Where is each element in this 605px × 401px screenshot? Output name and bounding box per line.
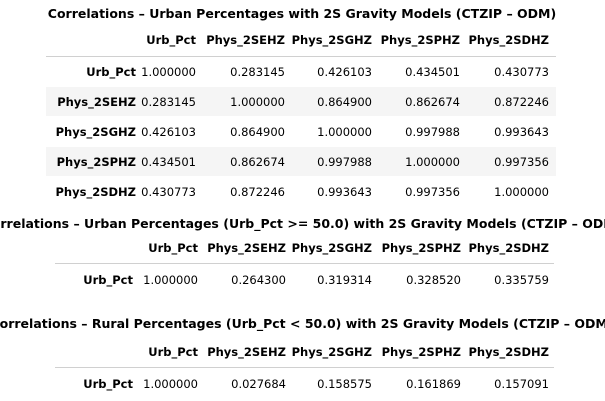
cell-value: 0.862674 — [230, 155, 285, 169]
column-header: Phys_2SEHZ — [206, 33, 285, 47]
cell-value: 0.335759 — [494, 272, 549, 287]
cell-value: 0.426103 — [141, 125, 196, 139]
column-header: Phys_2SPHZ — [381, 241, 461, 255]
cell-value: 1.000000 — [405, 155, 460, 169]
cell-value: 0.997356 — [494, 155, 549, 169]
cell-value: 0.430773 — [494, 65, 549, 79]
column-header: Phys_2SGHZ — [291, 241, 372, 255]
header-rule — [46, 56, 556, 57]
table-title: Correlations – Urban Percentages (Urb_Pc… — [0, 216, 605, 231]
row-label: Phys_2SEHZ — [57, 95, 136, 109]
table-title: Correlations – Urban Percentages with 2S… — [47, 6, 557, 21]
row-label: Phys_2SGHZ — [55, 125, 136, 139]
cell-value: 0.862674 — [405, 95, 460, 109]
cell-value: 0.430773 — [141, 185, 196, 199]
cell-value: 0.283145 — [230, 65, 285, 79]
row-label: Urb_Pct — [83, 376, 133, 391]
cell-value: 0.993643 — [494, 125, 549, 139]
cell-value: 0.027684 — [231, 376, 286, 391]
cell-value: 0.997988 — [405, 125, 460, 139]
cell-value: 0.283145 — [141, 95, 196, 109]
cell-value: 1.000000 — [141, 65, 196, 79]
column-header: Phys_2SDHZ — [468, 345, 550, 359]
row-shade — [46, 147, 556, 176]
cell-value: 0.993643 — [317, 185, 372, 199]
cell-value: 0.161869 — [406, 376, 461, 391]
cell-value: 0.434501 — [405, 65, 460, 79]
column-header: Phys_2SEHZ — [207, 241, 286, 255]
row-label: Phys_2SDHZ — [55, 185, 137, 199]
header-rule — [55, 367, 554, 368]
cell-value: 1.000000 — [494, 185, 549, 199]
cell-value: 0.426103 — [317, 65, 372, 79]
row-label: Phys_2SPHZ — [56, 155, 136, 169]
column-header: Phys_2SGHZ — [291, 33, 372, 47]
cell-value: 0.872246 — [230, 185, 285, 199]
column-header: Phys_2SEHZ — [207, 345, 286, 359]
header-rule — [55, 263, 554, 264]
cell-value: 1.000000 — [230, 95, 285, 109]
cell-value: 1.000000 — [143, 272, 198, 287]
column-header: Phys_2SGHZ — [291, 345, 372, 359]
column-header: Phys_2SPHZ — [381, 345, 461, 359]
column-header: Phys_2SDHZ — [468, 33, 550, 47]
column-header: Urb_Pct — [148, 241, 198, 255]
cell-value: 0.997988 — [317, 155, 372, 169]
cell-value: 0.264300 — [231, 272, 286, 287]
column-header: Phys_2SPHZ — [380, 33, 460, 47]
cell-value: 0.328520 — [406, 272, 461, 287]
cell-value: 0.864900 — [317, 95, 372, 109]
cell-value: 0.157091 — [494, 376, 549, 391]
row-shade — [46, 87, 556, 116]
column-header: Urb_Pct — [146, 33, 196, 47]
cell-value: 1.000000 — [143, 376, 198, 391]
row-label: Urb_Pct — [83, 272, 133, 287]
cell-value: 0.434501 — [141, 155, 196, 169]
column-header: Phys_2SDHZ — [468, 241, 550, 255]
row-label: Urb_Pct — [86, 65, 136, 79]
cell-value: 0.319314 — [317, 272, 372, 287]
cell-value: 0.872246 — [494, 95, 549, 109]
cell-value: 1.000000 — [317, 125, 372, 139]
cell-value: 0.997356 — [405, 185, 460, 199]
column-header: Urb_Pct — [148, 345, 198, 359]
table-title: Correlations – Rural Percentages (Urb_Pc… — [0, 316, 605, 331]
cell-value: 0.158575 — [317, 376, 372, 391]
cell-value: 0.864900 — [230, 125, 285, 139]
